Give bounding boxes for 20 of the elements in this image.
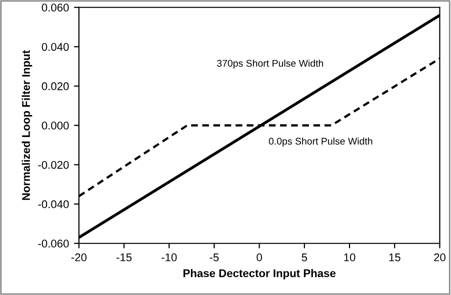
x-tick-label: -10 [162, 253, 177, 262]
x-tick-label: 15 [389, 254, 400, 262]
y-tick-label: 0.020 [42, 82, 69, 90]
x-tick-label: -15 [116, 254, 132, 262]
y-tick-label: 0.000 [42, 122, 69, 130]
y-tick-label: -0.060 [38, 240, 69, 248]
y-axis-title: Normalized Loop Filter Input [22, 50, 32, 200]
x-axis-title: Phase Dectector Input Phase [184, 269, 336, 280]
y-tick-label: 0.060 [42, 4, 69, 12]
series-label: 0.0ps Short Pulse Width [268, 138, 372, 147]
x-tick-label: -20 [71, 253, 87, 262]
y-tick-label: 0.040 [42, 42, 69, 51]
y-tick-label: -0.040 [38, 200, 69, 208]
y-tick-label: -0.020 [38, 160, 69, 169]
x-tick-label: 10 [344, 253, 356, 262]
x-tick-label: 5 [302, 254, 308, 262]
x-tick-label: -5 [210, 254, 219, 262]
x-tick-label: 20 [434, 253, 446, 262]
x-tick-label: 0 [256, 253, 262, 262]
series-label: 370ps Short Pulse Width [217, 60, 324, 69]
